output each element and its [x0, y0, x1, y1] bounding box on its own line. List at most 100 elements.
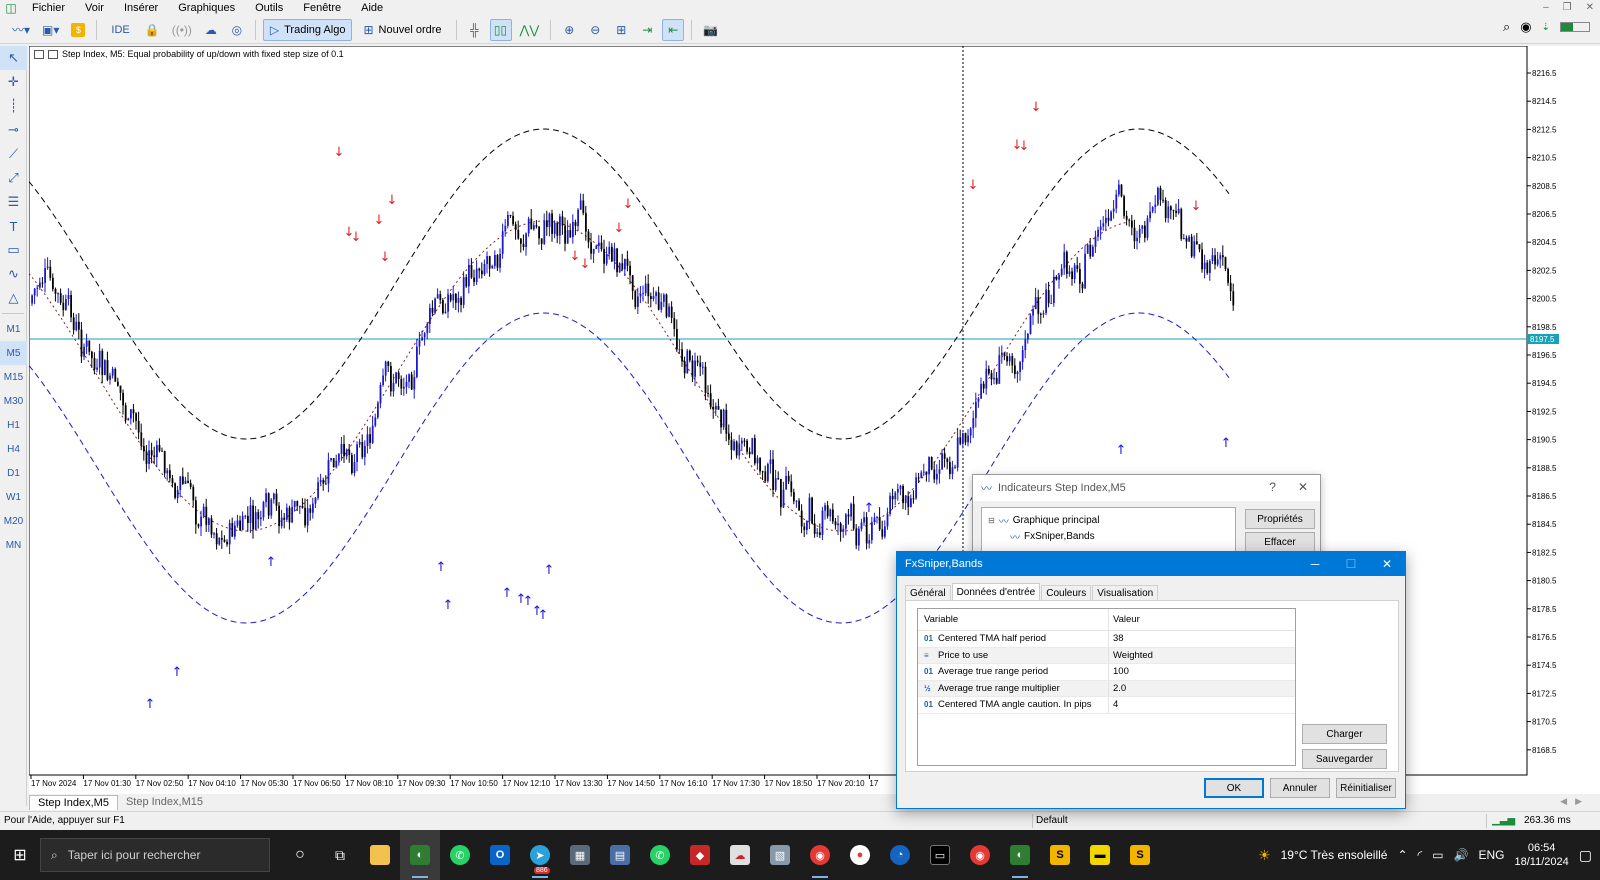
minimize-icon[interactable]: ─ [1310, 557, 1320, 571]
outlook-icon[interactable]: O [480, 830, 520, 880]
metatrader-app-icon[interactable]: ◐ [400, 830, 440, 880]
tree-item-main-chart[interactable]: ⊟ 〰 Graphique principal [988, 514, 1100, 528]
menu-tools[interactable]: Outils [255, 2, 284, 14]
timeframe-m20[interactable]: M20 [3, 515, 24, 527]
wave-icon[interactable]: ∿ [8, 266, 19, 281]
network-app-icon[interactable]: ▤ [600, 830, 640, 880]
ide-button[interactable]: IDE [111, 23, 130, 36]
grid-icon[interactable]: ⊞ [616, 22, 627, 37]
close-icon[interactable]: ✕ [1297, 480, 1308, 494]
table-row[interactable]: 01 Centered TMA angle caution. In pips 4 [918, 697, 1295, 714]
vertical-line-icon[interactable]: ┊ [9, 98, 18, 113]
chart-type-icon[interactable]: 〰▾ [12, 23, 31, 37]
zoom-out-icon[interactable]: ⊖ [590, 22, 601, 37]
menu-help[interactable]: Aide [361, 2, 384, 14]
windows-start-icon[interactable]: ⊞ [13, 847, 27, 864]
timeframe-mn[interactable]: MN [5, 539, 22, 551]
algo-trading-button[interactable]: ▷ Trading Algo [262, 18, 353, 41]
indicators-dialog-titlebar[interactable]: 〰 Indicateurs Step Index,M5 ? ✕ [973, 475, 1320, 501]
column-variable[interactable]: Variable [918, 609, 1109, 630]
close-icon[interactable]: ✕ [1381, 557, 1393, 571]
app-gallery-icon[interactable]: ▧ [760, 830, 800, 880]
account-icon[interactable]: ◉ [1520, 19, 1532, 34]
fxsniper-dialog-titlebar[interactable]: FxSniper,Bands ─ ☐ ✕ [897, 552, 1405, 576]
taskbar-search[interactable]: ⌕ Taper ici pour rechercher [40, 838, 270, 872]
lock-icon[interactable]: 🔒 [144, 22, 160, 37]
timeframe-m15[interactable]: M15 [3, 371, 24, 383]
chrome-icon[interactable]: ◉ [800, 830, 840, 880]
new-order-button[interactable]: ⊞ Nouvel ordre [363, 22, 442, 37]
market-icon[interactable]: $ [67, 19, 89, 41]
menu-charts[interactable]: Graphiques [178, 2, 236, 14]
price-chart[interactable]: 8216.5 8214.5 8212.5 8210.5 8208.5 8206.5 8204… [29, 46, 1600, 794]
table-row[interactable]: ≡ Price to use Weighted [918, 647, 1295, 664]
value-cell[interactable]: 4 [1113, 699, 1119, 711]
volume-icon[interactable]: 🔊 [1453, 848, 1469, 862]
signal-strength-icon[interactable]: ⇣ [1541, 21, 1550, 33]
tab-visualization[interactable]: Visualisation [1092, 585, 1159, 601]
chrome-profile-icon[interactable]: ◉ [960, 830, 1000, 880]
timeframe-m30[interactable]: M30 [3, 395, 24, 407]
chevron-up-icon[interactable]: ⌃ [1397, 848, 1408, 862]
menu-file[interactable]: Fichier [32, 2, 66, 14]
help-icon[interactable]: ? [1269, 480, 1276, 494]
file-explorer-icon[interactable] [360, 830, 400, 880]
vps-icon[interactable]: ◎ [231, 22, 243, 37]
whatsapp-icon[interactable]: ✆ [440, 830, 480, 880]
timeframe-h4[interactable]: H4 [7, 443, 20, 455]
weather-text[interactable]: 19°C Très ensoleillé [1280, 848, 1388, 862]
autoscroll-icon[interactable]: ⇥ [642, 22, 653, 37]
sticky-notes-icon[interactable]: S [1040, 830, 1080, 880]
cortana-icon[interactable]: ○ [295, 846, 305, 863]
chart-canvas[interactable]: 8216.5 8214.5 8212.5 8210.5 8208.5 8206.5 8204… [29, 46, 1600, 794]
telegram-icon[interactable]: ➤ 886 [520, 830, 560, 880]
horizontal-line-icon[interactable]: ⊸ [8, 122, 19, 137]
whatsapp-business-icon[interactable]: ✆ [640, 830, 680, 880]
crosshair-icon[interactable]: ✛ [8, 74, 19, 89]
text-icon[interactable]: T [9, 218, 18, 234]
timeframe-m1[interactable]: M1 [6, 323, 21, 335]
table-row[interactable]: 01 Centered TMA half period 38 [918, 631, 1295, 648]
calculator-icon[interactable]: ▦ [560, 830, 600, 880]
terminal-icon[interactable]: ▭ [920, 830, 960, 880]
timeframe-h1[interactable]: H1 [7, 419, 20, 431]
menu-view[interactable]: Voir [85, 2, 104, 14]
delete-button[interactable]: Effacer [1245, 532, 1315, 552]
table-row[interactable]: ½ Average true range multiplier 2.0 [918, 680, 1295, 697]
shapes-icon[interactable]: △ [8, 290, 19, 305]
properties-button[interactable]: Propriétés [1245, 509, 1315, 529]
value-cell[interactable]: Weighted [1113, 649, 1153, 661]
app-blue-circle-icon[interactable]: ◔ [880, 830, 920, 880]
cloud-icon[interactable]: ☁ [204, 22, 217, 37]
tab-colors[interactable]: Couleurs [1041, 585, 1092, 601]
notifications-icon[interactable]: ▢ [1578, 846, 1592, 863]
weather-icon[interactable]: ☀ [1258, 846, 1271, 863]
language-indicator[interactable]: ENG [1478, 848, 1505, 862]
notes-app-icon[interactable]: ▬ [1080, 830, 1120, 880]
app-cloud-icon[interactable]: ☁ [720, 830, 760, 880]
ray-icon[interactable]: ⤢ [8, 170, 19, 185]
close-icon[interactable]: ✕ [1585, 2, 1594, 13]
templates-icon[interactable]: ▣▾ [42, 22, 60, 37]
cancel-button[interactable]: Annuler [1270, 778, 1330, 798]
search-icon[interactable]: ⌕ [1502, 19, 1511, 34]
menu-insert[interactable]: Insérer [123, 2, 159, 14]
clock[interactable]: 06:54 18/11/2024 [1514, 842, 1569, 868]
bar-chart-icon[interactable]: ╬ [470, 22, 479, 37]
screenshot-icon[interactable]: 📷 [703, 22, 719, 37]
table-row[interactable]: 01 Average true range period 100 [918, 664, 1295, 681]
value-cell[interactable]: 38 [1113, 633, 1124, 645]
column-value[interactable]: Valeur [1113, 614, 1140, 625]
channel-icon[interactable]: ☰ [7, 194, 20, 209]
candles-icon[interactable]: ▯▯ [489, 18, 512, 41]
task-view-icon[interactable]: ⧉ [335, 846, 345, 863]
ok-button[interactable]: OK [1204, 778, 1264, 798]
reset-button[interactable]: Réinitialiser [1336, 778, 1396, 798]
tab-step-index-m15[interactable]: Step Index,M15 [125, 796, 203, 808]
metatrader-alt-icon[interactable]: ◐ [1000, 830, 1040, 880]
sticky-notes-alt-icon[interactable]: S [1120, 830, 1160, 880]
maximize-icon[interactable]: ☐ [1345, 557, 1357, 571]
cursor-icon[interactable]: ↖ [0, 46, 27, 70]
tab-general[interactable]: Général [905, 585, 951, 601]
save-button[interactable]: Sauvegarder [1302, 749, 1387, 769]
